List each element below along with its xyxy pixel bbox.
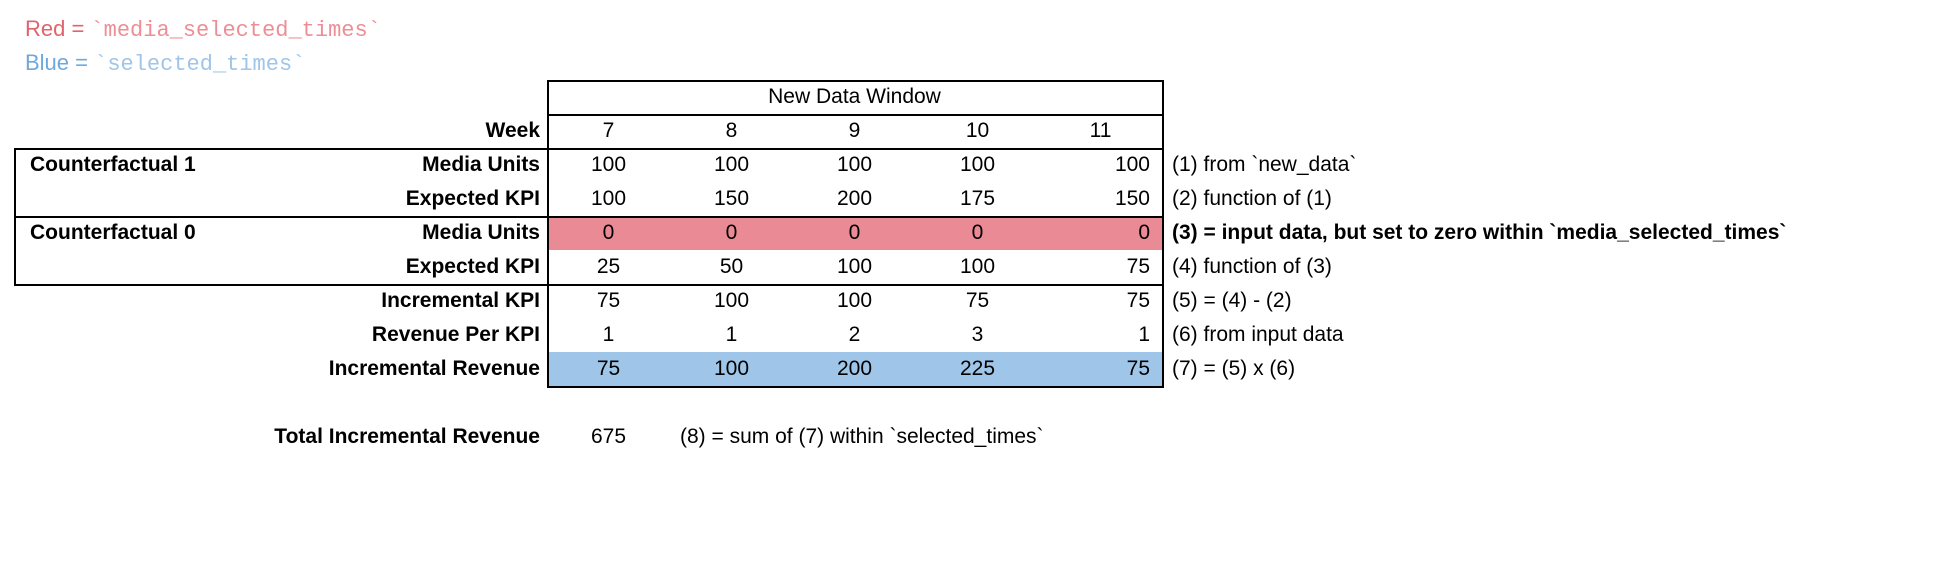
- data-cell: 100: [836, 255, 873, 278]
- data-box-bottom-border: [547, 386, 1164, 388]
- data-cell: 75: [965, 289, 990, 312]
- legend-blue-equals: =: [69, 50, 95, 75]
- data-cell: 100: [959, 153, 996, 176]
- row-incremental-kpi: Incremental KPI 75 100 100 75 75 (5) = (…: [0, 284, 1960, 318]
- row-note-2: (2) function of (1): [1172, 187, 1332, 210]
- data-cell: 200: [836, 357, 873, 380]
- data-cell: 100: [713, 289, 750, 312]
- group-label-counterfactual-1: Counterfactual 1: [30, 153, 196, 176]
- week-cell: 8: [725, 119, 738, 142]
- total-label: Total Incremental Revenue: [274, 425, 540, 448]
- data-cell: 200: [836, 187, 873, 210]
- data-cell: 0: [971, 221, 984, 244]
- legend-red-label: Red: [25, 16, 66, 41]
- total-row: Total Incremental Revenue 675 (8) = sum …: [0, 420, 1960, 454]
- data-cell: 100: [836, 153, 873, 176]
- data-cell: 25: [596, 255, 621, 278]
- data-cell: 2: [848, 323, 861, 346]
- header-bottom-border: [547, 114, 1164, 116]
- row-label-expected-kpi: Expected KPI: [405, 255, 540, 278]
- data-cell: 75: [1126, 289, 1150, 312]
- data-box-right-border: [1162, 80, 1164, 388]
- data-cell: 100: [713, 357, 750, 380]
- data-cell: 0: [1138, 221, 1150, 244]
- row-note-3: (3) = input data, but set to zero within…: [1172, 221, 1787, 244]
- legend-blue-label: Blue: [25, 50, 70, 75]
- data-box-top-border: [547, 80, 1164, 82]
- row-label-media-units: Media Units: [422, 221, 540, 244]
- data-cell: 3: [971, 323, 984, 346]
- data-cell: 150: [1114, 187, 1150, 210]
- legend-red-code: `media_selected_times`: [90, 18, 381, 43]
- data-cell: 50: [719, 255, 744, 278]
- legend-blue-code: `selected_times`: [94, 52, 306, 77]
- data-cell: 100: [713, 153, 750, 176]
- week-cell: 11: [1089, 119, 1112, 142]
- selected-times-blue-highlight: [547, 352, 1162, 386]
- row-label-incremental-kpi: Incremental KPI: [381, 289, 540, 312]
- data-cell: 0: [725, 221, 738, 244]
- data-cell: 100: [1114, 153, 1150, 176]
- data-cell: 1: [602, 323, 615, 346]
- data-cell: 0: [848, 221, 861, 244]
- data-cell: 225: [959, 357, 996, 380]
- total-note-8: (8) = sum of (7) within `selected_times`: [680, 425, 1044, 448]
- row-note-5: (5) = (4) - (2): [1172, 289, 1292, 312]
- row-note-1: (1) from `new_data`: [1172, 153, 1357, 176]
- data-cell: 0: [602, 221, 615, 244]
- data-cell: 1: [1138, 323, 1150, 346]
- week-label: Week: [485, 119, 540, 142]
- row-cf1-media-units: Counterfactual 1 Media Units 100 100 100…: [0, 148, 1960, 182]
- counterfactual1-top-border: [14, 148, 1164, 150]
- group-label-counterfactual-0: Counterfactual 0: [30, 221, 196, 244]
- row-note-6: (6) from input data: [1172, 323, 1344, 346]
- data-cell: 75: [596, 357, 621, 380]
- row-cf0-expected-kpi: Expected KPI 25 50 100 100 75 (4) functi…: [0, 250, 1960, 284]
- data-cell: 75: [1126, 357, 1150, 380]
- row-label-expected-kpi: Expected KPI: [405, 187, 540, 210]
- media-selected-times-red-highlight: [547, 216, 1162, 250]
- data-cell: 150: [713, 187, 750, 210]
- new-data-window-header: New Data Window: [768, 85, 941, 108]
- data-box-left-border: [547, 80, 549, 388]
- week-row: Week 7 8 9 10 11: [0, 114, 1960, 148]
- counterfactual0-bottom-border: [14, 284, 1164, 286]
- data-cell: 75: [1126, 255, 1150, 278]
- legend-red-line: Red = `media_selected_times`: [25, 12, 381, 46]
- total-value: 675: [590, 425, 627, 448]
- row-note-4: (4) function of (3): [1172, 255, 1332, 278]
- week-cell: 10: [965, 119, 990, 142]
- row-note-7: (7) = (5) x (6): [1172, 357, 1296, 380]
- week-cell: 7: [602, 119, 615, 142]
- legend-blue-line: Blue = `selected_times`: [25, 46, 305, 80]
- week-cell: 9: [848, 119, 861, 142]
- data-cell: 100: [959, 255, 996, 278]
- row-cf1-expected-kpi: Expected KPI 100 150 200 175 150 (2) fun…: [0, 182, 1960, 216]
- data-cell: 75: [596, 289, 621, 312]
- data-cell: 175: [959, 187, 996, 210]
- row-incremental-revenue: Incremental Revenue 75 100 200 225 75 (7…: [0, 352, 1960, 386]
- row-cf0-media-units: Counterfactual 0 Media Units 0 0 0 0 0 (…: [0, 216, 1960, 250]
- row-label-revenue-per-kpi: Revenue Per KPI: [371, 323, 540, 346]
- counterfactual-divider-border: [14, 216, 1164, 218]
- data-cell: 100: [590, 187, 627, 210]
- row-label-incremental-revenue: Incremental Revenue: [328, 357, 540, 380]
- row-revenue-per-kpi: Revenue Per KPI 1 1 2 3 1 (6) from input…: [0, 318, 1960, 352]
- data-cell: 100: [590, 153, 627, 176]
- legend-red-equals: =: [65, 16, 91, 41]
- row-label-media-units: Media Units: [422, 153, 540, 176]
- data-cell: 1: [725, 323, 738, 346]
- data-cell: 100: [836, 289, 873, 312]
- label-box-left-border: [14, 148, 16, 286]
